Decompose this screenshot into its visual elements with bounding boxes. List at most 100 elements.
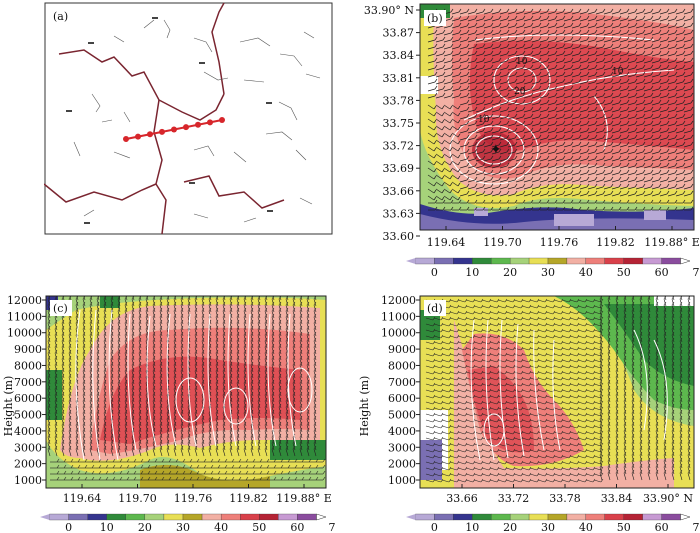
wind-barb-flag bbox=[466, 127, 470, 132]
wind-barb bbox=[194, 304, 198, 313]
wind-barb-flag bbox=[634, 134, 638, 139]
wind-barb-flag bbox=[498, 85, 502, 90]
wind-barb-flag bbox=[180, 313, 184, 318]
wind-barb-flag bbox=[602, 162, 606, 167]
wind-barb-flag bbox=[89, 403, 93, 408]
wind-barb bbox=[483, 158, 492, 162]
wind-barb bbox=[194, 406, 198, 415]
wind-barb-flag bbox=[432, 328, 436, 333]
wind-barb bbox=[651, 102, 660, 106]
wind-barb bbox=[451, 195, 459, 201]
wind-barb-flag bbox=[273, 470, 277, 475]
wind-barb bbox=[257, 364, 261, 373]
wind-barb-flag bbox=[586, 127, 590, 132]
wind-barb-flag bbox=[111, 290, 113, 293]
wind-barb-flag bbox=[528, 304, 532, 309]
wind-barb bbox=[96, 400, 100, 409]
wind-barb-flag bbox=[257, 367, 261, 372]
wind-barb-flag bbox=[434, 78, 438, 83]
wind-barb-flag bbox=[690, 155, 694, 160]
wind-barb-flag bbox=[112, 458, 116, 463]
wind-barb-flag bbox=[546, 99, 550, 104]
wind-barb-flag bbox=[639, 313, 643, 318]
wind-barb bbox=[459, 25, 468, 29]
wind-barb bbox=[243, 322, 247, 331]
wind-barb bbox=[271, 388, 275, 397]
wind-barb bbox=[545, 329, 554, 333]
wind-barb-flag bbox=[592, 334, 596, 339]
wind-barb bbox=[208, 340, 212, 349]
wind-barb-flag bbox=[618, 199, 622, 204]
wind-barb-flag bbox=[103, 373, 107, 378]
wind-barb bbox=[547, 193, 556, 197]
wind-barb-flag bbox=[457, 154, 461, 159]
wind-barb-flag bbox=[474, 148, 478, 153]
wind-barb-flag bbox=[448, 346, 452, 351]
wind-barb-flag bbox=[642, 99, 646, 104]
wind-barb bbox=[117, 400, 121, 409]
wind-barb bbox=[475, 60, 484, 64]
wind-barb bbox=[523, 32, 532, 36]
wind-barb bbox=[659, 165, 668, 169]
wind-barb-flag bbox=[466, 106, 470, 111]
wind-barb bbox=[451, 167, 459, 173]
wind-barb-flag bbox=[160, 290, 162, 293]
wind-barb-flag bbox=[458, 64, 462, 69]
wind-barb-flag bbox=[464, 298, 468, 303]
wind-barb-flag bbox=[215, 361, 219, 366]
wind-barb bbox=[683, 67, 692, 71]
wind-barb-flag bbox=[47, 337, 51, 342]
wind-barb bbox=[243, 394, 247, 403]
wind-barb bbox=[547, 67, 556, 71]
wind-barb bbox=[563, 193, 572, 197]
wind-barb-flag bbox=[110, 391, 114, 396]
wind-barb bbox=[201, 346, 205, 355]
wind-barb bbox=[579, 102, 588, 106]
wind-barb bbox=[663, 316, 667, 325]
wind-barb bbox=[539, 60, 548, 64]
wind-barb-flag bbox=[131, 379, 135, 384]
wind-barb-flag bbox=[666, 113, 670, 118]
wind-barb-flag bbox=[89, 415, 93, 420]
wind-barb bbox=[555, 123, 564, 127]
wind-barb bbox=[659, 18, 668, 22]
wind-barb bbox=[555, 11, 564, 15]
wind-barb bbox=[435, 60, 444, 64]
wind-barb bbox=[635, 116, 644, 120]
wind-barb bbox=[89, 406, 93, 415]
wind-barb-flag bbox=[520, 310, 524, 315]
wind-barb-flag bbox=[292, 343, 296, 348]
x-tick-label: 119.76 bbox=[540, 236, 579, 249]
wind-barb-flag bbox=[124, 325, 128, 330]
wind-barb bbox=[595, 158, 604, 162]
wind-barb bbox=[117, 346, 121, 355]
wind-barb-flag bbox=[433, 175, 437, 180]
wind-barb bbox=[441, 317, 450, 321]
y-tick-label: 1000 bbox=[14, 474, 42, 487]
wind-barb-flag bbox=[117, 391, 121, 396]
wind-barb bbox=[257, 334, 261, 343]
wind-barb-flag bbox=[610, 127, 614, 132]
wind-barb bbox=[61, 430, 65, 439]
wind-barb-flag bbox=[458, 78, 462, 83]
wind-barb bbox=[285, 328, 289, 337]
wind-barb bbox=[515, 137, 524, 141]
wind-barb bbox=[159, 322, 163, 331]
wind-barb-flag bbox=[250, 367, 254, 372]
wind-barb bbox=[103, 388, 107, 397]
wind-barb-flag bbox=[639, 307, 643, 312]
wind-barb bbox=[201, 424, 205, 433]
wind-barb bbox=[579, 46, 588, 50]
wind-barb-flag bbox=[690, 43, 694, 48]
wind-barb bbox=[579, 74, 588, 78]
wind-barb bbox=[603, 88, 612, 92]
wind-barb bbox=[61, 358, 65, 367]
wind-barb-flag bbox=[592, 310, 596, 315]
wind-barb-flag bbox=[313, 421, 317, 426]
wind-barb-flag bbox=[124, 361, 128, 366]
wind-barb bbox=[433, 329, 442, 333]
wind-barb bbox=[180, 352, 184, 361]
wind-barb-flag bbox=[594, 29, 598, 34]
wind-barb bbox=[215, 370, 219, 379]
wind-barb bbox=[47, 304, 51, 313]
